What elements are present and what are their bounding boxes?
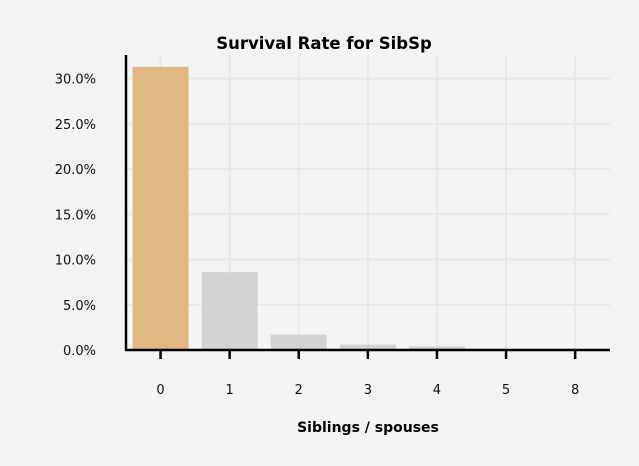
x-tick-label: 1 xyxy=(226,383,234,398)
bar-2 xyxy=(270,334,327,350)
chart-title: Survival Rate for SibSp xyxy=(216,34,432,53)
bar-0 xyxy=(132,66,189,351)
y-tick-label: 0.0% xyxy=(63,344,96,359)
bar-4 xyxy=(408,346,465,350)
y-tick-label: 20.0% xyxy=(55,163,96,178)
bars xyxy=(132,66,465,351)
x-tick-label: 2 xyxy=(295,383,303,398)
x-tick-labels: 0 1 2 3 4 5 8 xyxy=(156,350,579,398)
bar-1 xyxy=(201,272,258,350)
y-tick-label: 30.0% xyxy=(55,73,96,88)
x-tick-label: 5 xyxy=(502,383,510,398)
bar-3 xyxy=(339,344,396,350)
y-tick-label: 25.0% xyxy=(55,118,96,133)
y-tick-label: 5.0% xyxy=(63,299,96,314)
y-tick-label: 10.0% xyxy=(55,254,96,269)
x-tick-label: 3 xyxy=(364,383,372,398)
x-axis-label: Siblings / spouses xyxy=(297,420,439,436)
x-tick-label: 4 xyxy=(433,383,441,398)
x-tick-label: 0 xyxy=(156,383,164,398)
y-tick-labels: 0.0% 5.0% 10.0% 15.0% 20.0% 25.0% 30.0% xyxy=(55,73,96,359)
y-tick-label: 15.0% xyxy=(55,208,96,223)
x-tick-label: 8 xyxy=(571,383,579,398)
grid-lines xyxy=(126,55,610,350)
